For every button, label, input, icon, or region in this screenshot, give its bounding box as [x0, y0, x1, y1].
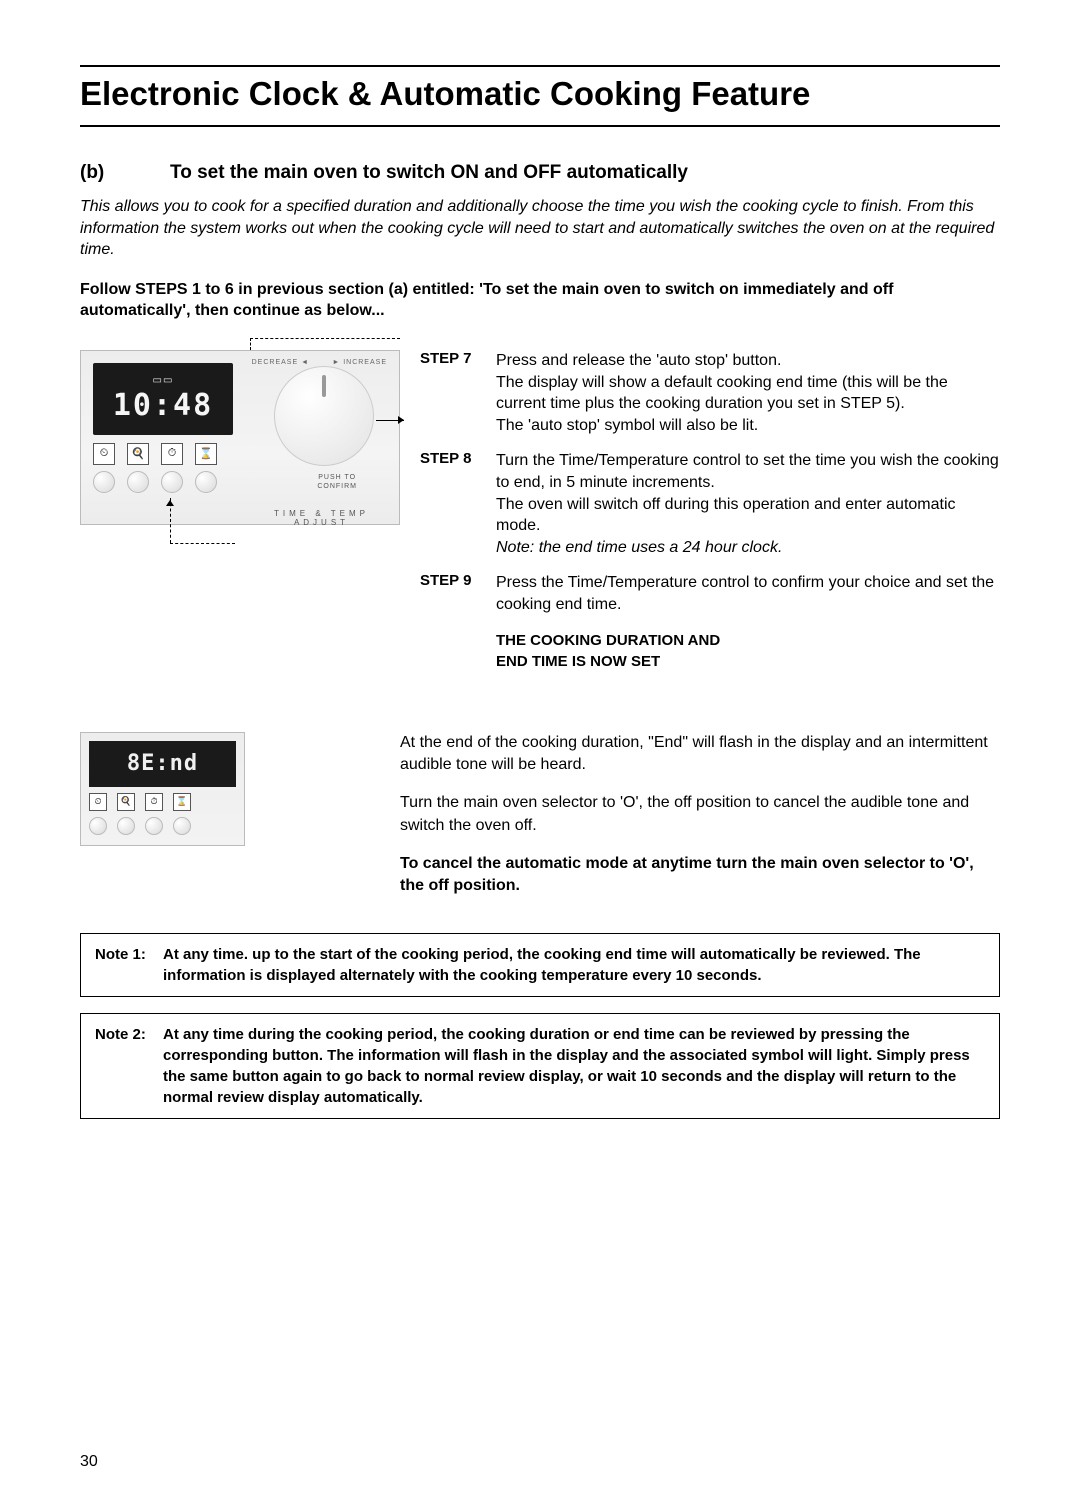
arrow-icon — [166, 500, 174, 506]
end-lcd: 8E:nd — [89, 741, 236, 787]
note-label: Note 2: — [95, 1024, 163, 1108]
steps-column: STEP 7 Press and release the 'auto stop'… — [420, 350, 1000, 672]
section-header: (b) To set the main oven to switch ON an… — [80, 162, 1000, 184]
end-mode-icon-3: ⏱ — [145, 793, 163, 811]
panel-button-2 — [127, 471, 149, 493]
end-mode-icon-2: 🍳 — [117, 793, 135, 811]
note-1-box: Note 1: At any time. up to the start of … — [80, 933, 1000, 997]
mode-icon-2: 🍳 — [127, 443, 149, 465]
step-label: STEP 8 — [420, 450, 496, 558]
callout-line — [170, 543, 235, 544]
intro-paragraph: This allows you to cook for a specified … — [80, 196, 1000, 261]
mode-icon-4: ⌛ — [195, 443, 217, 465]
end-lcd-digits: 8E:nd — [127, 751, 198, 776]
step-7: STEP 7 Press and release the 'auto stop'… — [420, 350, 1000, 436]
panel-button-1 — [93, 471, 115, 493]
callout-line — [250, 338, 400, 339]
callout-line — [250, 338, 251, 350]
end-text-column: At the end of the cooking duration, "End… — [285, 732, 1000, 898]
step-note: Note: the end time uses a 24 hour clock. — [496, 539, 782, 556]
mode-icon-1: ⏲ — [93, 443, 115, 465]
autostop-icon: ▭▭ — [153, 375, 174, 386]
step-label: STEP 7 — [420, 350, 496, 436]
page-number: 30 — [80, 1453, 98, 1471]
panel-button-4 — [195, 471, 217, 493]
section-label: (b) — [80, 162, 170, 184]
step-body: Press and release the 'auto stop' button… — [496, 350, 1000, 436]
note-2-box: Note 2: At any time during the cooking p… — [80, 1013, 1000, 1119]
end-panel-button — [89, 817, 107, 835]
time-temp-adjust-label: TIME & TEMP ADJUST — [269, 509, 374, 527]
mode-icon-3: ⏱ — [161, 443, 183, 465]
panel-button-3 — [161, 471, 183, 493]
end-paragraph-1: At the end of the cooking duration, "End… — [400, 732, 1000, 777]
end-paragraph-2: Turn the main oven selector to 'O', the … — [400, 792, 1000, 837]
note-body: At any time. up to the start of the cook… — [163, 944, 985, 986]
set-confirmation-banner: THE COOKING DURATION AND END TIME IS NOW… — [496, 630, 1000, 672]
step-9: STEP 9 Press the Time/Temperature contro… — [420, 572, 1000, 615]
time-temp-dial — [274, 366, 374, 466]
note-label: Note 1: — [95, 944, 163, 986]
step-8: STEP 8 Turn the Time/Temperature control… — [420, 450, 1000, 558]
arrow-icon — [398, 416, 404, 424]
lcd-display: ▭▭ 10:48 — [93, 363, 233, 435]
follow-steps-note: Follow STEPS 1 to 6 in previous section … — [80, 279, 1000, 322]
dial-increase-label: ► INCREASE — [332, 359, 387, 366]
step-body: Turn the Time/Temperature control to set… — [496, 450, 1000, 558]
dial-decrease-label: DECREASE ◄ — [252, 359, 309, 366]
control-panel-diagram: ▭▭ 10:48 ⏲ 🍳 ⏱ ⌛ DECREASE ◄ ► INCREASE P… — [80, 350, 400, 672]
step-body-text: Turn the Time/Temperature control to set… — [496, 452, 999, 534]
note-body: At any time during the cooking period, t… — [163, 1024, 985, 1108]
page-title: Electronic Clock & Automatic Cooking Fea… — [80, 65, 1000, 127]
step-body: Press the Time/Temperature control to co… — [496, 572, 1000, 615]
lcd-digits: 10:48 — [113, 388, 213, 423]
cancel-instruction: To cancel the automatic mode at anytime … — [400, 853, 1000, 898]
end-panel-button — [145, 817, 163, 835]
end-mode-icon-1: ⏲ — [89, 793, 107, 811]
push-confirm-label: PUSH TO CONFIRM — [317, 473, 357, 491]
end-panel-button — [117, 817, 135, 835]
step-label: STEP 9 — [420, 572, 496, 615]
section-heading: To set the main oven to switch ON and OF… — [170, 162, 688, 184]
end-panel-button — [173, 817, 191, 835]
end-mode-icon-4: ⌛ — [173, 793, 191, 811]
end-display-diagram: 8E:nd ⏲ 🍳 ⏱ ⌛ — [80, 732, 245, 846]
